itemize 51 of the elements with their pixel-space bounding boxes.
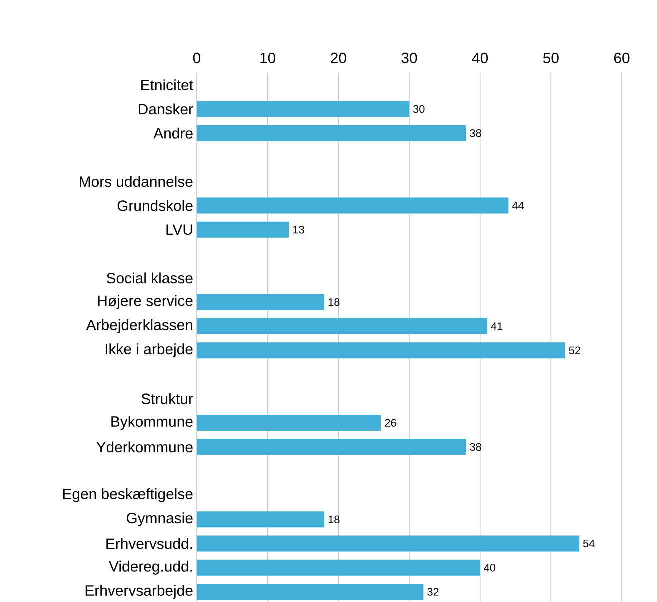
y-tick-label: Grundskole [118, 200, 193, 212]
data-label: 54 [583, 540, 595, 548]
y-tick-label: Dansker [139, 104, 194, 115]
data-label: 18 [328, 298, 340, 306]
y-tick-label: Erhvervsarbejde [86, 585, 193, 599]
bar [197, 125, 466, 142]
data-label: 38 [470, 129, 482, 138]
y-tick-label: Etnicitet [142, 80, 194, 91]
bar [197, 584, 424, 600]
data-label: 32 [428, 588, 439, 596]
bar [197, 536, 580, 552]
bar [197, 101, 410, 118]
y-tick-label: Andre [154, 128, 193, 139]
x-tick-label: 20 [331, 52, 346, 64]
bar [197, 560, 480, 576]
data-label: 40 [484, 564, 496, 572]
y-tick-label: Højere service [98, 295, 193, 310]
bar [197, 512, 325, 528]
y-tick-label: Videreg.udd. [109, 560, 192, 575]
x-tick-label: 0 [193, 52, 201, 64]
x-tick-label: 50 [543, 52, 559, 64]
y-tick-label: Mors uddannelse [80, 176, 193, 188]
data-label: 18 [328, 516, 340, 524]
y-tick-label: Ikke i arbejde [106, 344, 193, 358]
data-label: 13 [293, 226, 304, 234]
bar [197, 198, 509, 214]
x-tick-label: 60 [614, 52, 630, 64]
data-label: 30 [413, 105, 425, 114]
bar [197, 222, 290, 238]
data-label: 41 [491, 322, 503, 330]
data-label: 38 [470, 443, 482, 452]
y-tick-label: Gymnasie [126, 512, 193, 527]
y-tick-label: LVU [166, 224, 192, 236]
y-tick-label: Struktur [142, 393, 194, 404]
x-tick-label: 30 [402, 52, 418, 64]
x-tick-label: 40 [472, 52, 488, 64]
bar [197, 342, 566, 359]
data-label: 44 [512, 202, 524, 210]
y-tick-label: Social klasse [106, 272, 193, 284]
y-tick-label: Egen beskæftigelse [63, 488, 193, 502]
x-tick-label: 10 [260, 52, 276, 64]
y-tick-label: Erhvervsudd. [106, 538, 192, 550]
y-tick-label: Bykommune [112, 416, 193, 430]
bar [197, 318, 488, 334]
y-tick-label: Yderkommune [96, 442, 193, 453]
data-label: 52 [569, 346, 580, 354]
bar [197, 294, 325, 310]
data-label: 26 [385, 419, 396, 427]
bar [197, 439, 466, 456]
y-tick-label: Arbejderklassen [86, 320, 192, 334]
bar [197, 415, 382, 432]
